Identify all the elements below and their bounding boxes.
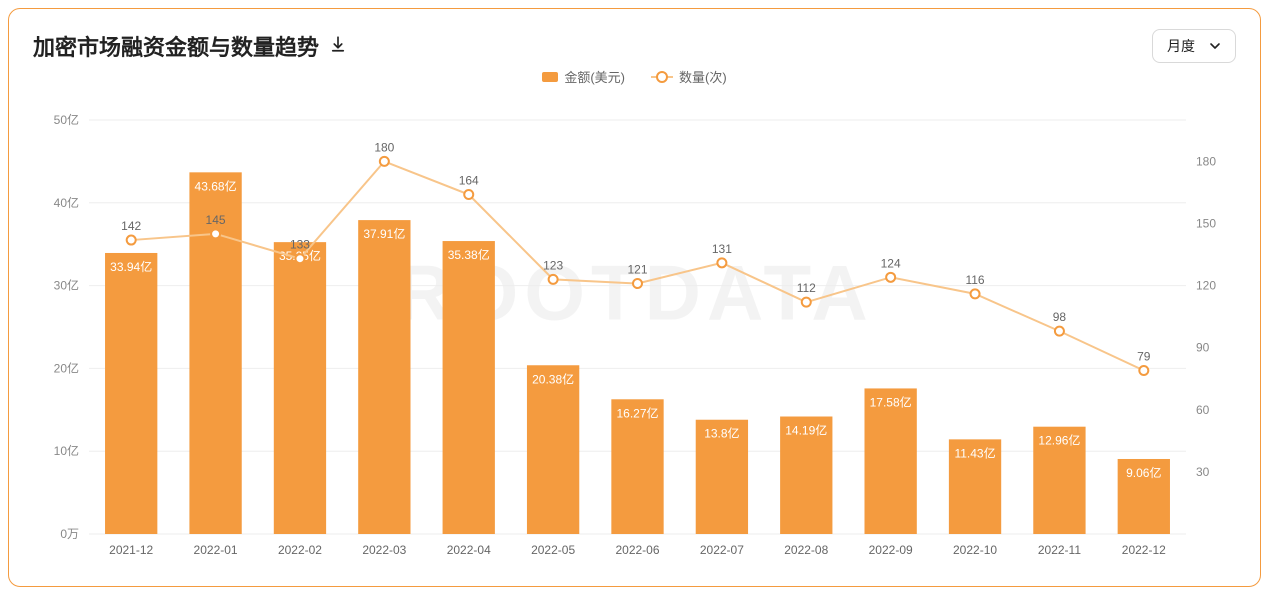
svg-text:0万: 0万	[60, 527, 79, 541]
svg-text:30: 30	[1196, 465, 1210, 479]
svg-text:180: 180	[1196, 154, 1216, 168]
svg-text:150: 150	[1196, 217, 1216, 231]
bar[interactable]	[527, 365, 579, 534]
svg-text:123: 123	[543, 258, 563, 272]
legend-bar-swatch	[542, 72, 558, 82]
legend-bar-label: 金额(美元)	[564, 67, 625, 86]
svg-text:13.8亿: 13.8亿	[704, 426, 739, 441]
line-point[interactable]	[295, 254, 304, 263]
svg-text:17.58亿: 17.58亿	[870, 394, 912, 409]
svg-text:116: 116	[965, 273, 984, 287]
svg-text:11.43亿: 11.43亿	[954, 445, 995, 460]
svg-text:2022-05: 2022-05	[531, 543, 575, 557]
bar[interactable]	[274, 242, 326, 534]
svg-text:2022-04: 2022-04	[447, 543, 491, 557]
svg-text:79: 79	[1137, 349, 1151, 363]
svg-text:10亿: 10亿	[54, 443, 79, 458]
bar[interactable]	[358, 220, 410, 534]
svg-text:124: 124	[881, 256, 901, 270]
svg-text:16.27亿: 16.27亿	[616, 405, 658, 420]
chart-area: ROOTDATA 0万10亿20亿30亿40亿50亿30609012015018…	[33, 92, 1236, 570]
svg-text:2022-12: 2022-12	[1122, 543, 1166, 557]
legend-item-line[interactable]: 数量(次)	[651, 67, 727, 86]
svg-text:20亿: 20亿	[54, 360, 79, 375]
svg-text:20.38亿: 20.38亿	[532, 371, 574, 386]
svg-text:43.68亿: 43.68亿	[195, 178, 237, 193]
svg-text:60: 60	[1196, 403, 1210, 417]
line-point[interactable]	[1055, 327, 1064, 336]
svg-text:9.06亿: 9.06亿	[1126, 465, 1161, 480]
svg-text:98: 98	[1053, 310, 1067, 324]
header: 加密市场融资金额与数量趋势 月度	[33, 29, 1236, 63]
line-point[interactable]	[633, 279, 642, 288]
svg-text:50亿: 50亿	[54, 112, 79, 127]
svg-text:112: 112	[797, 281, 816, 295]
svg-text:90: 90	[1196, 341, 1210, 355]
line-point[interactable]	[971, 289, 980, 298]
legend-item-bar[interactable]: 金额(美元)	[542, 67, 625, 86]
svg-text:142: 142	[121, 219, 141, 233]
svg-text:35.38亿: 35.38亿	[448, 247, 490, 262]
period-selector[interactable]: 月度	[1152, 29, 1236, 63]
line-point[interactable]	[127, 236, 136, 245]
svg-text:33.94亿: 33.94亿	[110, 259, 152, 274]
svg-text:2022-10: 2022-10	[953, 543, 997, 557]
legend-line-label: 数量(次)	[679, 67, 727, 86]
svg-text:2022-11: 2022-11	[1038, 543, 1081, 557]
svg-text:2021-12: 2021-12	[109, 543, 153, 557]
svg-text:12.96亿: 12.96亿	[1038, 433, 1080, 448]
chart-card: 加密市场融资金额与数量趋势 月度 金额(美元) 数量(次) ROOTDATA 0…	[8, 8, 1261, 587]
line-point[interactable]	[549, 275, 558, 284]
svg-text:2022-02: 2022-02	[278, 543, 322, 557]
line-point[interactable]	[380, 157, 389, 166]
bar[interactable]	[864, 388, 916, 534]
svg-text:133: 133	[290, 238, 310, 252]
svg-text:164: 164	[459, 174, 479, 188]
svg-text:121: 121	[627, 263, 647, 277]
legend-line-swatch	[651, 76, 673, 78]
legend: 金额(美元) 数量(次)	[33, 67, 1236, 86]
title-wrap: 加密市场融资金额与数量趋势	[33, 30, 347, 62]
svg-text:30亿: 30亿	[54, 278, 79, 293]
svg-text:180: 180	[374, 140, 394, 154]
svg-text:2022-06: 2022-06	[615, 543, 659, 557]
bar[interactable]	[443, 241, 495, 534]
svg-text:131: 131	[712, 242, 732, 256]
line-point[interactable]	[802, 298, 811, 307]
svg-text:37.91亿: 37.91亿	[363, 226, 405, 241]
line-point[interactable]	[464, 190, 473, 199]
svg-text:2022-08: 2022-08	[784, 543, 828, 557]
svg-text:145: 145	[206, 213, 226, 227]
line-point[interactable]	[211, 229, 220, 238]
svg-text:2022-01: 2022-01	[194, 543, 238, 557]
line-point[interactable]	[717, 258, 726, 267]
svg-text:40亿: 40亿	[54, 195, 79, 210]
chevron-down-icon	[1209, 40, 1221, 52]
line-point[interactable]	[886, 273, 895, 282]
bar[interactable]	[105, 253, 157, 534]
line-point[interactable]	[1139, 366, 1148, 375]
svg-text:2022-09: 2022-09	[869, 543, 913, 557]
period-selector-value: 月度	[1167, 36, 1195, 56]
download-icon[interactable]	[329, 35, 347, 58]
svg-text:2022-07: 2022-07	[700, 543, 744, 557]
svg-text:14.19亿: 14.19亿	[785, 423, 827, 438]
svg-text:2022-03: 2022-03	[362, 543, 406, 557]
chart-svg: 0万 10亿 20亿 30亿 40亿 50亿 30 60 90 120 150 180 33.94亿 43…	[33, 92, 1236, 570]
chart-title: 加密市场融资金额与数量趋势	[33, 30, 319, 62]
svg-text:120: 120	[1196, 279, 1216, 293]
